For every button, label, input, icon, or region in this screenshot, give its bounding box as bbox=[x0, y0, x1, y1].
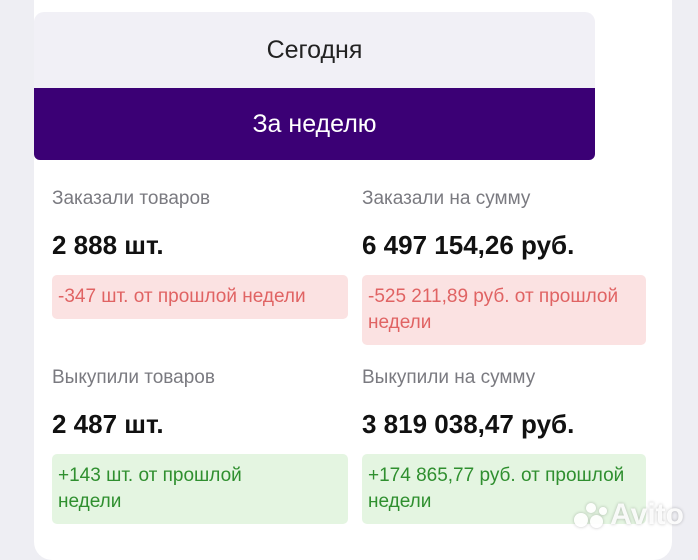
metric-ordered-sum: Заказали на сумму 6 497 154,26 руб. -525… bbox=[362, 188, 646, 345]
watermark-text: Avito bbox=[610, 498, 684, 531]
metric-value: 2 888 шт. bbox=[52, 230, 164, 260]
avito-logo-icon bbox=[574, 501, 608, 529]
change-badge: -525 211,89 руб. от прошлой недели bbox=[362, 275, 646, 345]
change-badge: -347 шт. от прошлой недели bbox=[52, 275, 348, 319]
period-tabs: Сегодня За неделю bbox=[34, 12, 595, 160]
metric-label: Выкупили на сумму bbox=[362, 367, 536, 388]
metric-value: 2 487 шт. bbox=[52, 409, 164, 439]
metric-label: Заказали товаров bbox=[52, 188, 211, 209]
change-badge: +174 865,77 руб. от прошлой недели bbox=[362, 454, 646, 524]
metric-value: 3 819 038,47 руб. bbox=[362, 409, 575, 439]
metric-bought-items: Выкупили товаров 2 487 шт. +143 шт. от п… bbox=[52, 367, 348, 524]
metric-bought-sum: Выкупили на сумму 3 819 038,47 руб. +174… bbox=[362, 367, 646, 524]
tab-week[interactable]: За неделю bbox=[34, 88, 595, 160]
avito-watermark: Avito bbox=[574, 498, 684, 532]
metric-ordered-items: Заказали товаров 2 888 шт. -347 шт. от п… bbox=[52, 188, 348, 319]
change-badge: +143 шт. от прошлой недели bbox=[52, 454, 348, 524]
metric-label: Заказали на сумму bbox=[362, 188, 531, 209]
metric-label: Выкупили товаров bbox=[52, 367, 215, 388]
metric-value: 6 497 154,26 руб. bbox=[362, 230, 575, 260]
tab-today[interactable]: Сегодня bbox=[34, 12, 595, 88]
